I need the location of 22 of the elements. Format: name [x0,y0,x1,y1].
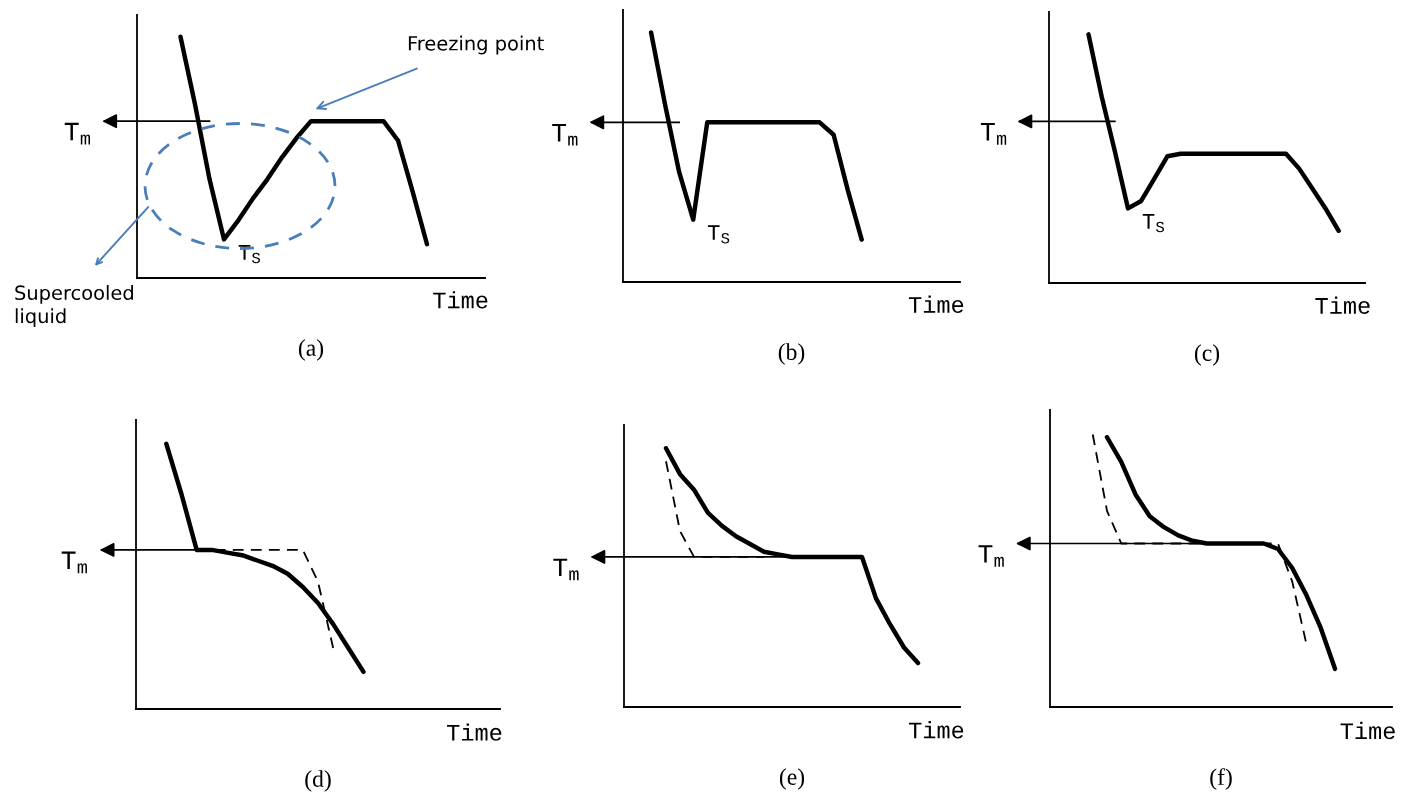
ref-line-label: T$_{m}$ [980,123,1007,145]
x-axis-title: Time [433,291,488,309]
ref-line-label: T$_{m}$ [553,558,579,581]
x-axis-title: Time [909,721,964,739]
text: (b) [778,343,805,365]
text: Supercooled liquid [15,285,133,328]
text: (d) [305,770,331,792]
x-axis-title: Time [1340,721,1395,740]
ref-line-label: T$_{m}$ [552,124,578,146]
x-axis-title: Time [1315,296,1370,314]
annotation: T$_{S}$ [1142,214,1164,233]
ref-line-label: T$_{m}$ [64,122,91,145]
annotation: Freezing point [408,35,544,55]
text: (e) [779,768,805,790]
text: (a) [298,339,324,361]
ref-line-label: T$_{m}$ [978,545,1004,567]
annotation: T$_{S}$ [707,225,730,244]
ref-line-label: T$_{m}$ [61,551,87,574]
text: (c) [1194,344,1220,366]
x-axis-title: Time [908,295,964,313]
x-axis-title: Time [447,723,502,741]
text: (f) [1210,768,1232,790]
